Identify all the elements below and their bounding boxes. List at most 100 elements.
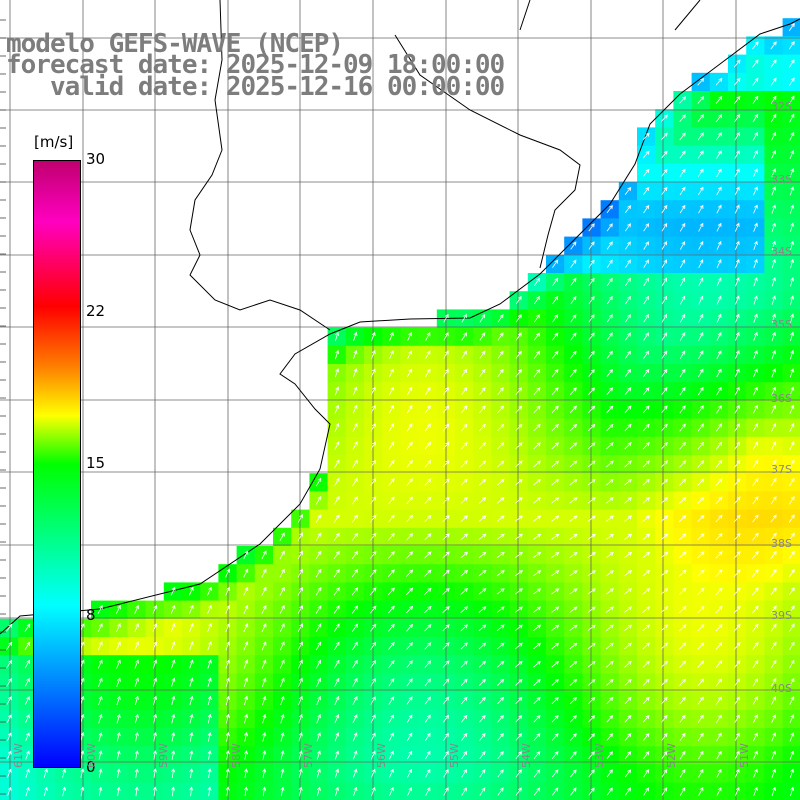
wind-arrow [679, 313, 686, 323]
wind-arrow [388, 569, 395, 577]
wind-arrow [551, 697, 559, 705]
wind-arrow [660, 624, 669, 632]
wind-arrow [443, 350, 449, 359]
wind-arrow [624, 405, 632, 414]
wind-arrow [116, 713, 121, 724]
wind-arrow [497, 405, 505, 414]
wind-arrow [770, 113, 777, 123]
wind-arrow [116, 768, 121, 778]
wind-arrow [460, 569, 469, 577]
wind-arrow [679, 96, 687, 104]
wind-arrow [606, 460, 614, 468]
wind-arrow [25, 768, 30, 778]
wind-speed-cells [0, 18, 800, 800]
wind-arrow [460, 551, 469, 559]
wind-arrow [752, 478, 759, 487]
wind-arrow [642, 168, 650, 177]
wind-arrow [734, 240, 740, 250]
wind-arrow [424, 642, 432, 650]
wind-arrow [352, 677, 358, 687]
wind-arrow [606, 277, 613, 287]
wind-arrow [624, 387, 632, 396]
wind-arrow [515, 442, 523, 450]
wind-arrow [533, 295, 540, 305]
wind-arrow [734, 404, 740, 414]
wind-arrow [624, 696, 632, 705]
wind-arrow [752, 496, 759, 505]
wind-arrow [569, 678, 578, 686]
wind-arrow [243, 768, 248, 778]
wind-arrow [406, 696, 413, 705]
wind-arrow [370, 386, 376, 396]
wind-arrow [461, 332, 467, 341]
wind-arrow [533, 350, 541, 359]
wind-arrow [514, 624, 523, 632]
wind-arrow [771, 186, 776, 196]
wind-arrow [752, 95, 759, 105]
wind-arrow [735, 258, 740, 269]
wind-arrow [679, 750, 686, 760]
wind-arrow [369, 532, 377, 541]
wind-arrow [533, 714, 541, 723]
wind-arrow [442, 660, 450, 668]
lon-label: 53W [593, 743, 606, 768]
wind-arrow [790, 276, 795, 287]
wind-arrow [478, 569, 487, 577]
wind-arrow [771, 277, 776, 287]
wind-arrow [587, 606, 596, 613]
wind-arrow [587, 552, 596, 559]
wind-arrow [460, 606, 469, 613]
wind-arrow [533, 606, 542, 613]
wind-arrow [570, 368, 577, 377]
wind-arrow [752, 641, 759, 650]
wind-arrow [643, 332, 650, 341]
wind-arrow [734, 750, 740, 760]
wind-arrow [189, 768, 194, 779]
wind-arrow [606, 423, 614, 432]
wind-arrow [316, 750, 321, 760]
wind-arrow [733, 569, 741, 577]
wind-arrow [442, 714, 450, 723]
wind-arrow [243, 604, 249, 614]
wind-arrow [678, 515, 687, 523]
lat-label: 37S [771, 463, 792, 476]
wind-arrow [460, 423, 468, 432]
wind-arrow [479, 332, 486, 341]
wind-arrow [297, 532, 304, 542]
wind-arrow [734, 441, 741, 450]
wind-arrow [116, 623, 121, 633]
wind-arrow [515, 295, 522, 305]
wind-arrow [643, 769, 650, 778]
wind-arrow [624, 769, 632, 778]
wind-arrow [679, 332, 686, 341]
wind-arrow [43, 786, 48, 797]
wind-arrow [297, 586, 304, 596]
wind-arrow [551, 588, 560, 595]
wind-arrow [624, 368, 632, 377]
wind-arrow [588, 368, 595, 377]
wind-arrow [389, 331, 394, 341]
wind-arrow [461, 387, 468, 396]
wind-arrow [734, 331, 740, 341]
wind-arrow [789, 441, 795, 451]
wind-arrow [569, 570, 578, 577]
wind-arrow [697, 496, 705, 504]
wind-arrow [406, 642, 413, 650]
wind-arrow [642, 714, 650, 723]
wind-arrow [533, 314, 540, 323]
wind-arrow [606, 714, 614, 723]
wind-arrow [790, 331, 795, 342]
wind-arrow [752, 677, 759, 687]
wind-arrow [643, 186, 650, 195]
wind-arrow [752, 404, 758, 414]
wind-arrow [770, 41, 777, 50]
wind-arrow [334, 750, 340, 760]
wind-arrow [116, 695, 121, 706]
wind-arrow [25, 750, 30, 760]
wind-arrow [479, 787, 486, 796]
wind-arrow [624, 223, 631, 232]
wind-arrow [569, 624, 578, 631]
wind-arrow [134, 641, 139, 651]
wind-arrow [734, 168, 740, 177]
